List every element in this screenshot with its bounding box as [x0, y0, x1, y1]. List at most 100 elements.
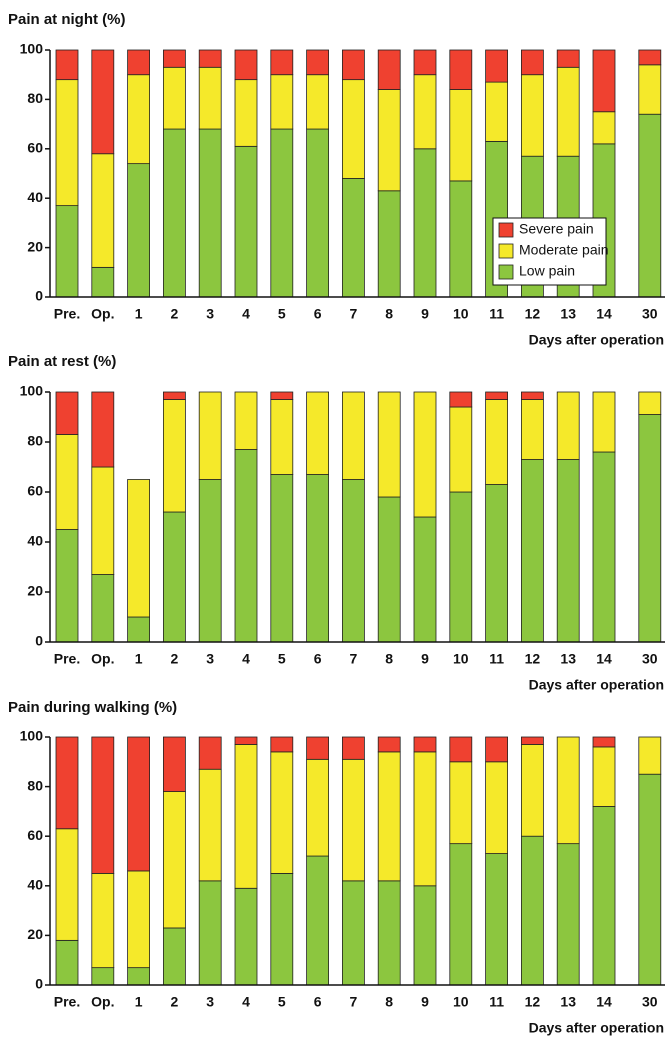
bar-segment: [556, 49, 580, 68]
bar-segment: [556, 391, 580, 460]
bar-segment: [306, 474, 330, 643]
bar-segment: [341, 479, 365, 643]
y-tick-label: 60: [27, 483, 43, 499]
y-tick-label: 40: [27, 533, 43, 549]
bar-segment: [306, 49, 330, 76]
bar-segment: [413, 751, 437, 887]
bar-segment: [198, 768, 222, 882]
x-tick-label: 12: [525, 306, 541, 322]
bar-segment: [198, 479, 222, 643]
bar-segment: [91, 391, 115, 468]
bar-segment: [341, 758, 365, 882]
bar-segment: [449, 391, 473, 408]
bar-segment: [91, 266, 115, 298]
bar-segment: [55, 205, 79, 298]
bar-segment: [341, 79, 365, 179]
bar-segment: [449, 180, 473, 298]
y-tick-label: 80: [27, 90, 43, 106]
x-tick-label: Pre.: [54, 994, 80, 1010]
bar-segment: [556, 736, 580, 845]
bar-segment: [377, 391, 401, 498]
bar-segment: [270, 74, 294, 130]
bar-segment: [377, 751, 401, 882]
x-tick-label: 11: [489, 306, 504, 322]
bar-segment: [485, 49, 509, 83]
y-tick-label: 20: [27, 583, 43, 599]
x-tick-label: 9: [421, 306, 429, 322]
bar-segment: [592, 736, 616, 748]
bar-segment: [234, 49, 258, 81]
bar-segment: [413, 736, 437, 753]
x-tick-label: 2: [171, 306, 179, 322]
bar-segment: [485, 81, 509, 142]
bar-segment: [162, 66, 186, 130]
chart-title: Pain at night (%): [8, 11, 126, 28]
x-tick-label: 9: [421, 994, 429, 1010]
bar-segment: [377, 880, 401, 986]
bar-segment: [91, 466, 115, 575]
y-tick-label: 100: [20, 728, 44, 744]
x-tick-label: 8: [385, 994, 393, 1010]
y-tick-label: 40: [27, 189, 43, 205]
bar-segment: [521, 736, 544, 745]
x-tick-label: 6: [314, 994, 322, 1010]
x-tick-label: 12: [525, 651, 541, 667]
y-tick-label: 100: [20, 41, 44, 57]
y-tick-label: 0: [35, 633, 43, 649]
bar-segment: [306, 758, 330, 857]
x-tick-label: 9: [421, 651, 429, 667]
bar-segment: [55, 49, 79, 81]
legend-label: Low pain: [519, 263, 575, 279]
bar-segment: [521, 399, 544, 460]
bar-segment: [162, 511, 186, 643]
bar-segment: [592, 111, 616, 145]
x-tick-label: 3: [206, 651, 214, 667]
bar-segment: [127, 870, 150, 969]
x-tick-label: 30: [642, 994, 658, 1010]
legend-swatch: [498, 243, 514, 259]
bar-segment: [162, 927, 186, 986]
bar-segment: [270, 873, 294, 986]
bar-segment: [91, 49, 115, 155]
bar-segment: [449, 761, 473, 845]
bar-segment: [592, 746, 616, 807]
y-tick-label: 0: [35, 288, 43, 304]
y-tick-label: 100: [20, 383, 44, 399]
bar-segment: [449, 736, 473, 763]
y-tick-label: 60: [27, 140, 43, 156]
x-tick-label: 11: [489, 651, 504, 667]
bar-segment: [521, 744, 544, 837]
x-tick-label: 5: [278, 994, 286, 1010]
bar-segment: [127, 49, 150, 76]
x-tick-label: 10: [453, 306, 469, 322]
bar-segment: [162, 128, 186, 298]
bar-segment: [638, 113, 662, 298]
bar-segment: [638, 64, 662, 115]
bar-segment: [234, 391, 258, 450]
y-tick-label: 60: [27, 827, 43, 843]
bar-segment: [91, 873, 115, 969]
bar-segment: [198, 391, 222, 480]
bar-segment: [162, 49, 186, 68]
x-tick-label: 1: [135, 306, 143, 322]
x-tick-label: Pre.: [54, 651, 80, 667]
x-tick-label: 5: [278, 306, 286, 322]
bar-segment: [592, 451, 616, 643]
bar-segment: [341, 49, 365, 81]
chart-title: Pain at rest (%): [8, 353, 116, 370]
legend-label: Moderate pain: [519, 242, 609, 258]
bar-segment: [556, 459, 580, 643]
x-tick-label: 30: [642, 651, 658, 667]
bar-segment: [270, 49, 294, 76]
bar-segment: [306, 128, 330, 298]
bar-segment: [638, 773, 662, 986]
bar-segment: [127, 736, 150, 872]
bar-segment: [521, 49, 544, 76]
bar-segment: [162, 399, 186, 513]
x-tick-label: 10: [453, 994, 469, 1010]
y-tick-label: 40: [27, 877, 43, 893]
bar-segment: [198, 49, 222, 68]
y-tick-label: 0: [35, 976, 43, 992]
y-tick-label: 20: [27, 926, 43, 942]
bar-segment: [485, 853, 509, 986]
